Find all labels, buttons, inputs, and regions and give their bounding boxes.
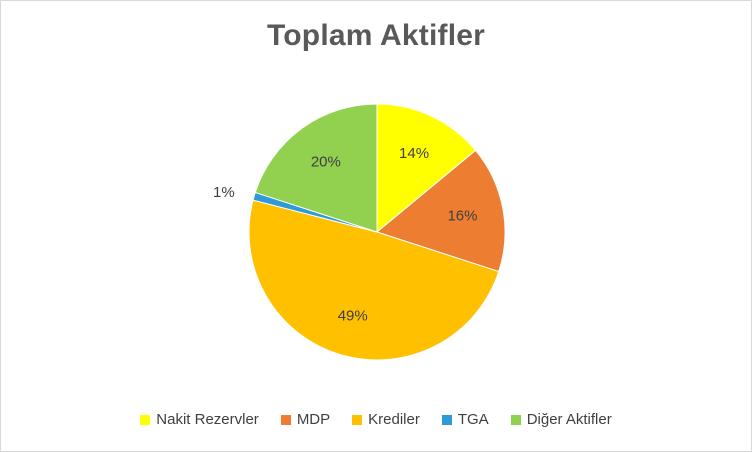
legend-label-1: MDP: [296, 411, 331, 428]
legend-label-4: Diğer Aktifler: [526, 411, 612, 428]
legend-swatch-4: [510, 414, 521, 425]
pie-slice-2: [248, 199, 500, 361]
data-label-2: 49%: [338, 308, 368, 325]
chart-title: Toplam Aktifler: [266, 19, 486, 52]
legend-swatch-0: [140, 414, 151, 425]
legend-swatch-1: [280, 414, 291, 425]
pie-slice-1: [375, 149, 506, 273]
legend-item-3: TGA: [441, 411, 489, 428]
data-label-3: 1%: [213, 184, 235, 201]
data-label-4: 20%: [311, 154, 341, 171]
legend-item-2: Krediler: [352, 411, 420, 428]
legend-label-2: Krediler: [368, 411, 420, 428]
legend-label-0: Nakit Rezervler: [156, 411, 259, 428]
legend: Nakit Rezervler MDP Krediler TGA Diğer Aktif…: [1, 411, 751, 428]
pie-slice-0: [376, 103, 477, 234]
legend-item-0: Nakit Rezervler: [140, 411, 259, 428]
legend-item-1: MDP: [280, 411, 331, 428]
legend-item-4: Diğer Aktifler: [510, 411, 612, 428]
legend-label-3: TGA: [457, 411, 489, 428]
legend-swatch-3: [441, 414, 452, 425]
data-label-0: 14%: [399, 145, 429, 162]
legend-swatch-2: [352, 414, 363, 425]
data-label-1: 16%: [447, 208, 477, 225]
pie-slice-4: [254, 103, 378, 233]
